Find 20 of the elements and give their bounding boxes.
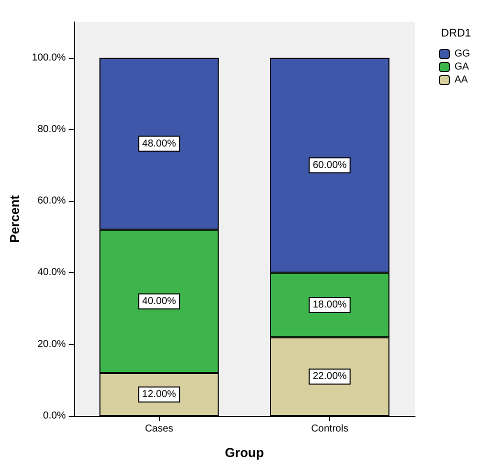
x-tick-label: Cases [144,424,174,434]
data-label: 60.00% [312,160,347,171]
y-tick-label: 80.0% [37,124,66,135]
legend-label: AA [454,74,468,86]
y-axis-title: Percent [7,194,22,243]
y-tick-label: 0.0% [43,410,66,422]
y-tick-label: 60.0% [37,196,66,207]
x-tick-label: Controls [311,424,348,434]
data-label: 48.00% [142,138,176,150]
y-tick-label: 40.0% [37,267,66,278]
x-axis-title: Group [224,445,264,460]
legend-label: GG [454,48,470,60]
data-label: 18.00% [312,299,347,310]
y-tick-label: 100.0% [32,52,66,64]
data-label: 12.00% [142,389,176,400]
data-label: 22.00% [312,371,347,382]
legend-label: GA [454,62,470,72]
legend-title: DRD1 [441,28,472,40]
data-label: 40.00% [142,296,176,307]
y-tick-label: 20.0% [37,338,66,350]
